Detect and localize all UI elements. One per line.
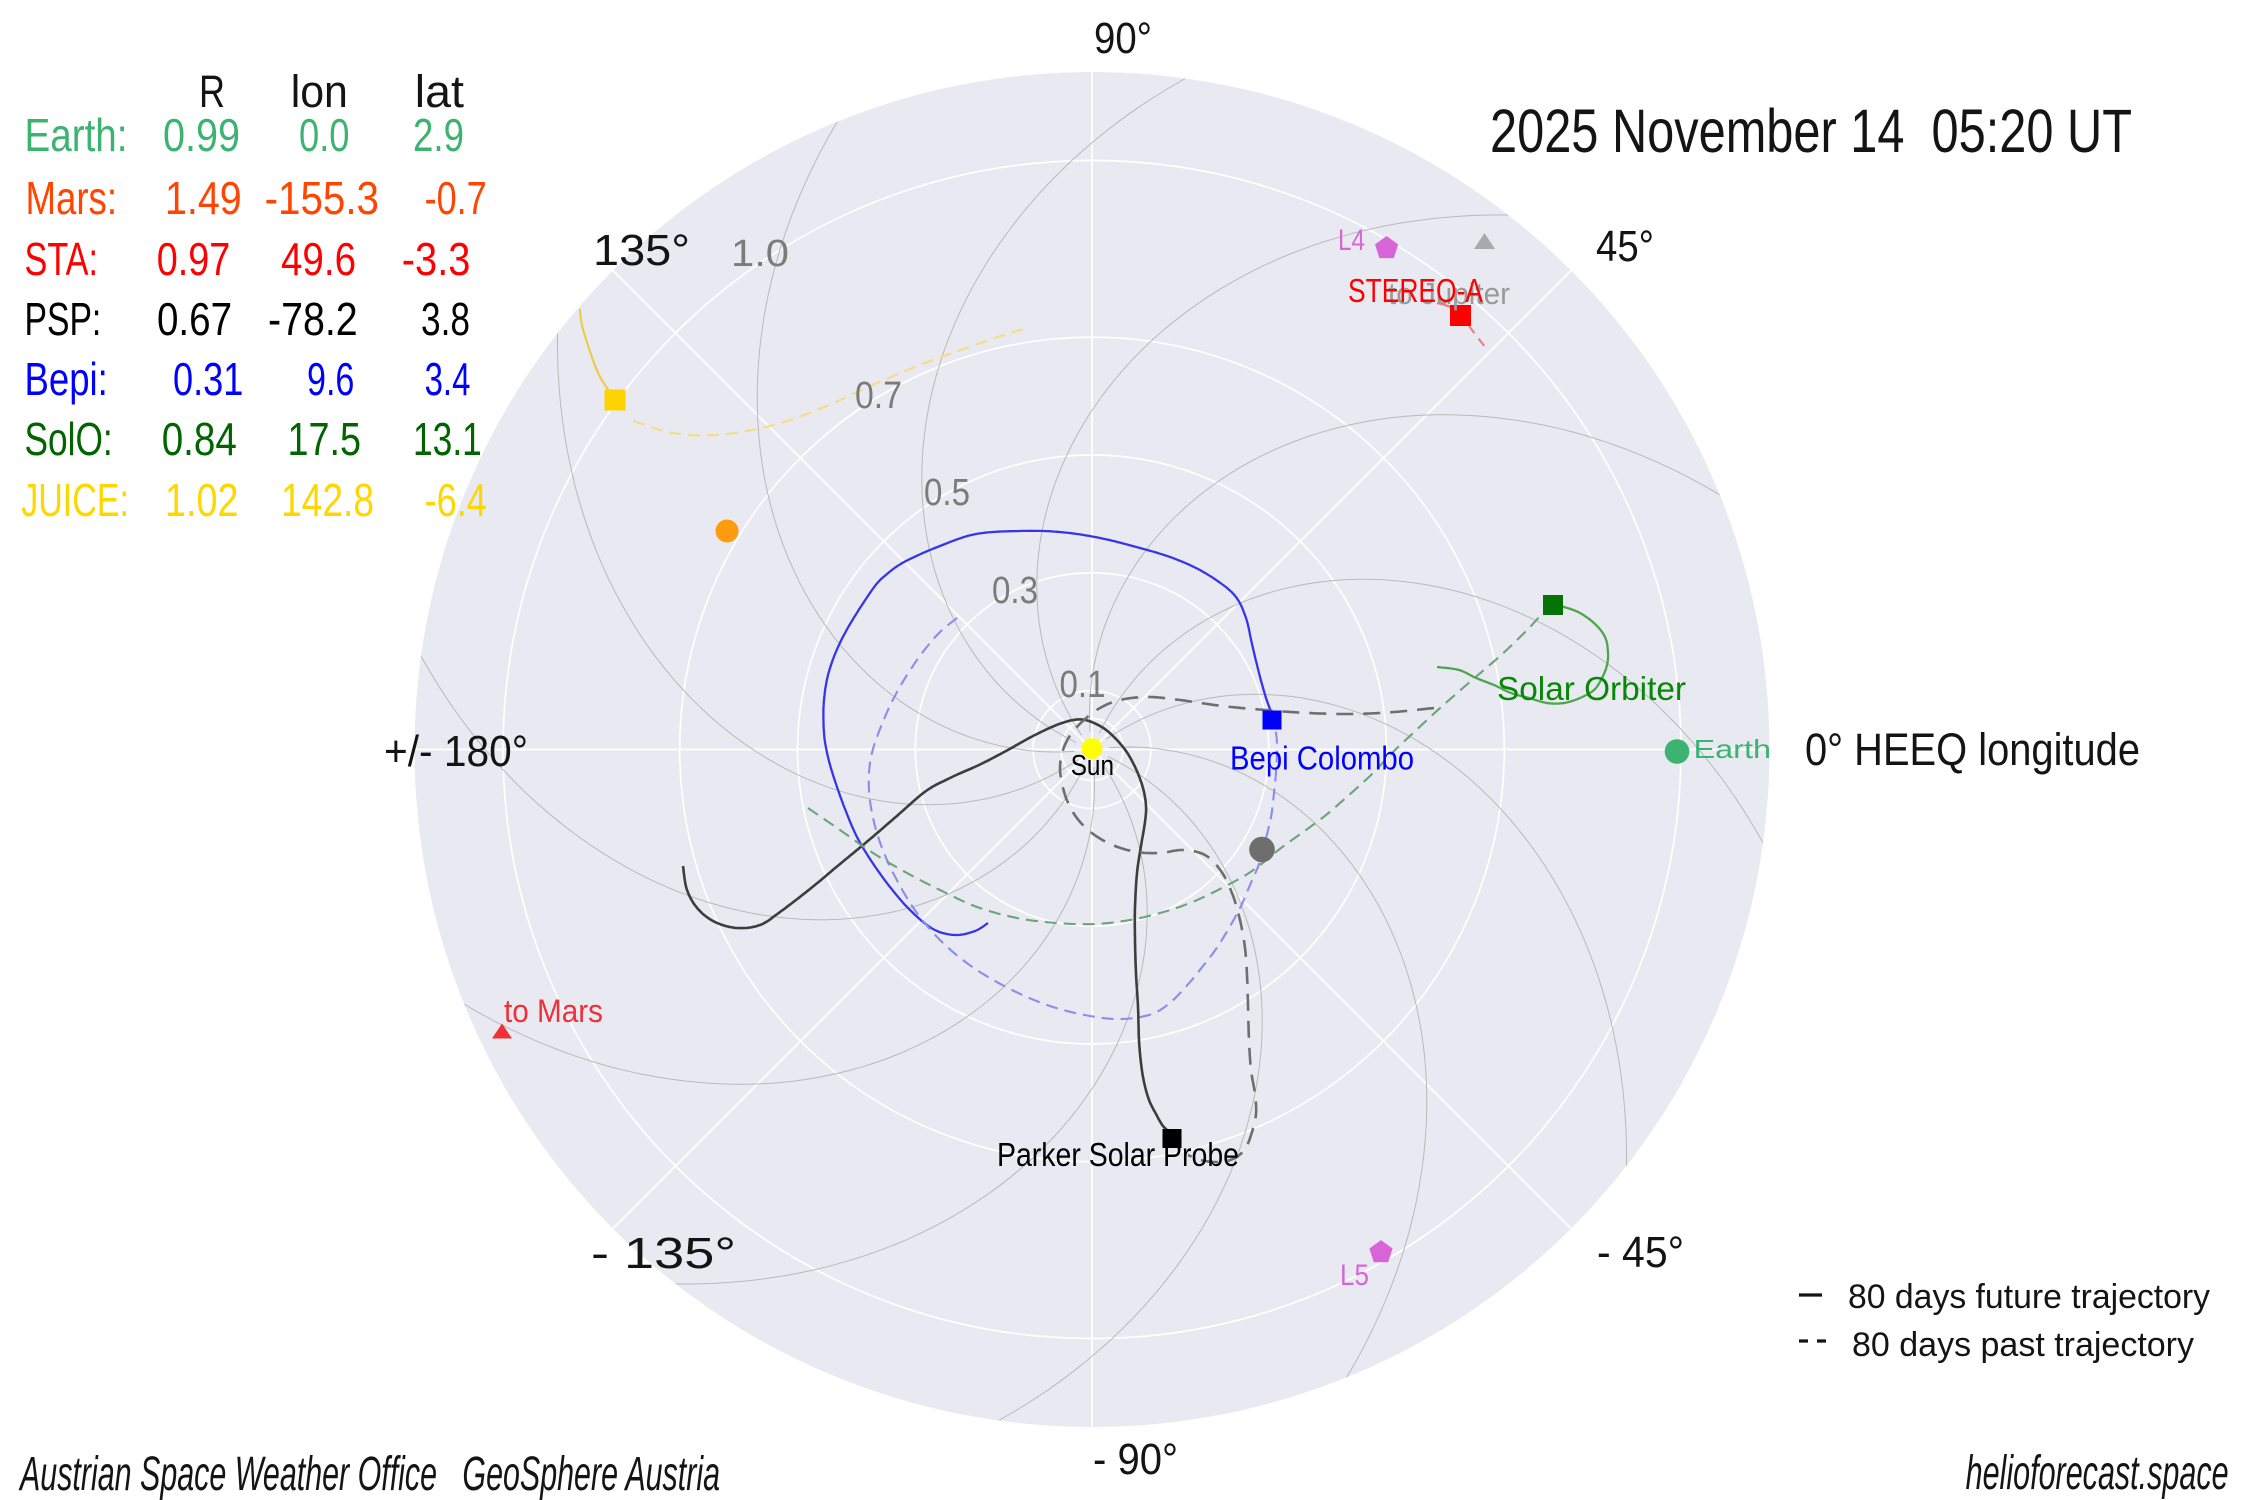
svg-text:lon: lon [291, 66, 348, 117]
svg-text:-0.7: -0.7 [425, 172, 487, 224]
svg-text:Mars:: Mars: [26, 172, 118, 224]
svg-text:helioforecast.space: helioforecast.space [1966, 1447, 2229, 1500]
svg-text:3.4: 3.4 [425, 353, 471, 405]
svg-text:+/- 180°: +/- 180° [384, 727, 528, 776]
svg-text:Solar Orbiter: Solar Orbiter [1497, 670, 1686, 707]
svg-text:3.8: 3.8 [421, 293, 470, 345]
svg-text:0.67: 0.67 [157, 293, 232, 345]
svg-text:135°: 135° [593, 226, 690, 275]
svg-text:1.0: 1.0 [731, 233, 789, 275]
svg-text:Earth:: Earth: [25, 109, 128, 161]
svg-text:- 90°: - 90° [1093, 1435, 1178, 1484]
svg-text:17.5: 17.5 [288, 413, 362, 465]
svg-text:1.49: 1.49 [165, 172, 242, 224]
svg-text:L5: L5 [1340, 1259, 1369, 1292]
svg-text:0.97: 0.97 [157, 233, 231, 285]
svg-text:0.3: 0.3 [992, 570, 1038, 612]
svg-text:0.1: 0.1 [1060, 664, 1106, 706]
svg-text:2.9: 2.9 [413, 109, 464, 161]
svg-text:0.5: 0.5 [924, 472, 970, 514]
svg-text:80 days past trajectory: 80 days past trajectory [1852, 1326, 2194, 1364]
svg-text:to Jupiter: to Jupiter [1388, 276, 1510, 311]
svg-text:-78.2: -78.2 [268, 293, 358, 345]
svg-text:Sun: Sun [1071, 750, 1114, 782]
svg-text:1.02: 1.02 [165, 474, 239, 526]
svg-text:0.7: 0.7 [855, 375, 902, 417]
svg-text:STEREO-A: STEREO-A [1348, 272, 1483, 309]
svg-text:JUICE:: JUICE: [21, 474, 129, 526]
svg-text:80 days future trajectory: 80 days future trajectory [1848, 1278, 2210, 1316]
svg-text:-155.3: -155.3 [265, 172, 379, 224]
svg-text:- 135°: - 135° [591, 1229, 736, 1278]
svg-text:to Mars: to Mars [504, 993, 603, 1029]
svg-text:R: R [199, 66, 225, 117]
svg-text:Earth: Earth [1694, 734, 1772, 764]
svg-text:- 45°: - 45° [1597, 1228, 1684, 1277]
svg-text:0.99: 0.99 [163, 109, 240, 161]
svg-text:0.0: 0.0 [299, 109, 350, 161]
svg-text:L4: L4 [1338, 224, 1365, 257]
svg-text:-6.4: -6.4 [425, 474, 487, 526]
svg-text:90°: 90° [1094, 14, 1152, 63]
svg-text:PSP:: PSP: [25, 293, 102, 345]
svg-text:STA:: STA: [25, 233, 99, 285]
svg-text:Bepi Colombo: Bepi Colombo [1230, 740, 1414, 777]
svg-text:0° HEEQ longitude: 0° HEEQ longitude [1805, 724, 2140, 775]
svg-text:2025 November 14 05:20 UT: 2025 November 14 05:20 UT [1490, 97, 2132, 165]
svg-text:SolO:: SolO: [25, 413, 113, 465]
svg-text:Bepi:: Bepi: [25, 353, 108, 405]
svg-text:Austrian Space Weather Office: Austrian Space Weather Office GeoSphere … [18, 1448, 720, 1500]
svg-text:0.31: 0.31 [173, 353, 243, 405]
svg-text:lat: lat [415, 66, 465, 117]
svg-text:142.8: 142.8 [281, 474, 374, 526]
svg-text:9.6: 9.6 [307, 353, 354, 405]
svg-text:13.1: 13.1 [413, 413, 482, 465]
svg-text:Parker Solar Probe: Parker Solar Probe [997, 1136, 1239, 1173]
svg-text:49.6: 49.6 [281, 233, 356, 285]
svg-text:-3.3: -3.3 [402, 233, 471, 285]
svg-text:45°: 45° [1596, 222, 1654, 271]
svg-text:0.84: 0.84 [162, 413, 237, 465]
